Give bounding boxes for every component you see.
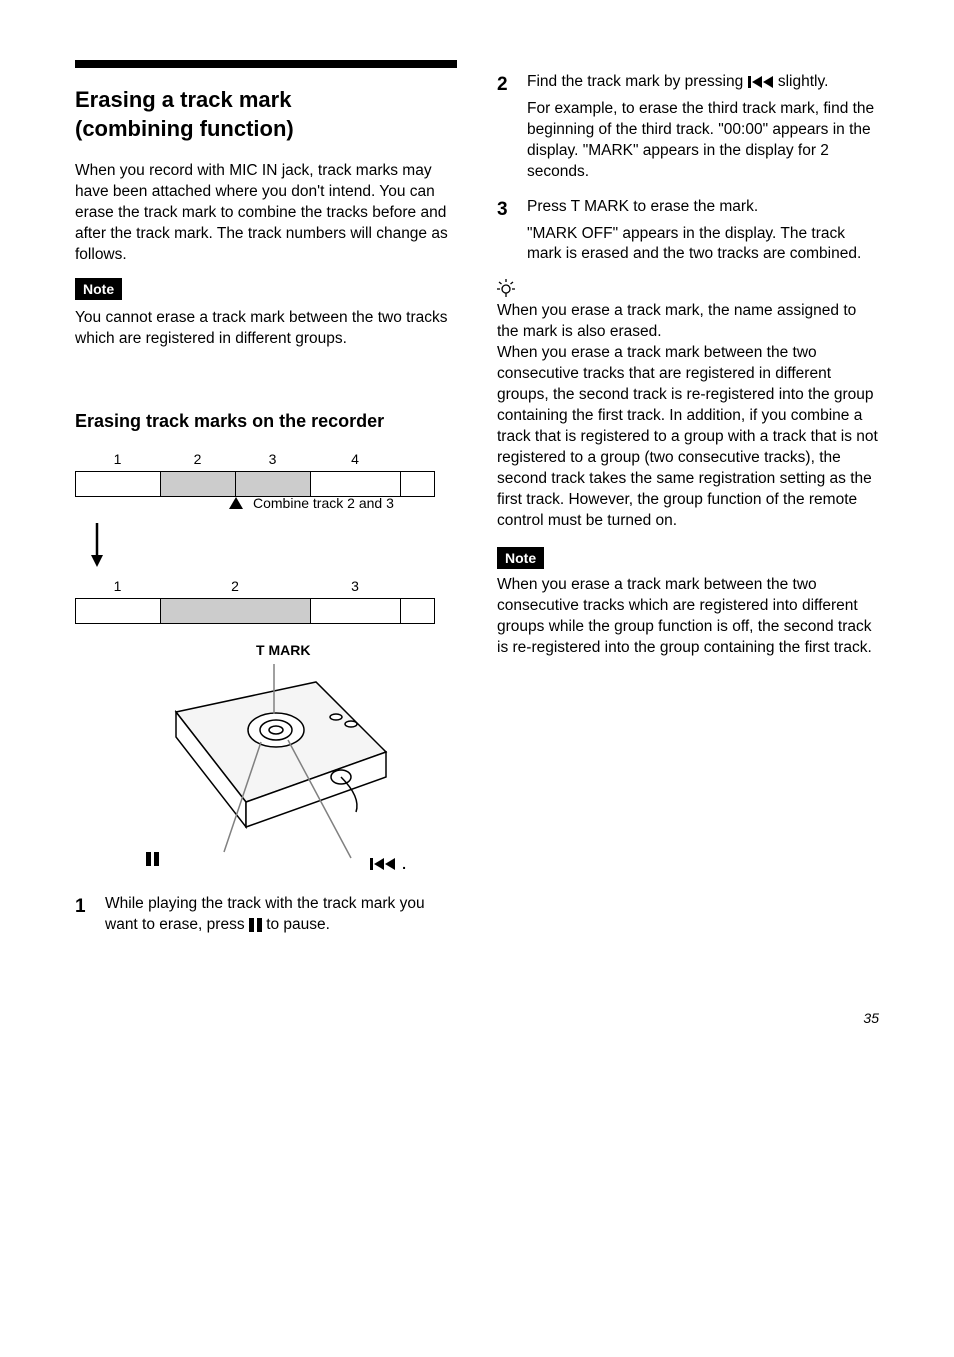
tip-block: When you erase a track mark, the name as… xyxy=(497,279,879,531)
track-bar-bottom xyxy=(75,598,435,624)
track-label: 1 xyxy=(75,578,160,594)
section-title-line: Erasing a track mark xyxy=(75,87,291,112)
note-badge: Note xyxy=(497,547,544,569)
note-block: Note xyxy=(497,547,879,569)
step-2: Find the track mark by pressing slightly… xyxy=(497,72,879,183)
track-label: 3 xyxy=(310,578,400,594)
note-text: When you erase a track mark between the … xyxy=(497,575,879,659)
step-subtext: For example, to erase the third track ma… xyxy=(527,99,879,183)
track-label: 1 xyxy=(75,451,160,467)
note-badge: Note xyxy=(75,278,122,300)
rewind-icon xyxy=(370,857,396,871)
section-rule xyxy=(75,60,457,68)
step-3: Press T MARK to erase the mark. "MARK OF… xyxy=(497,197,879,266)
track-bar-top xyxy=(75,471,435,497)
device-illustration: T MARK . xyxy=(126,642,406,882)
step-subtext: "MARK OFF" appears in the display. The t… xyxy=(527,224,879,266)
pause-icon xyxy=(249,918,262,932)
rewind-icon xyxy=(748,75,774,89)
tip-text: When you erase a track mark between the … xyxy=(497,344,878,528)
step-list-right: Find the track mark by pressing slightly… xyxy=(497,72,879,265)
step-text: While playing the track with the track m… xyxy=(105,895,425,933)
track-label: 4 xyxy=(310,451,400,467)
combine-label: Combine track 2 and 3 xyxy=(253,495,443,511)
track-label: 2 xyxy=(160,578,310,594)
rewind-label-text: . xyxy=(402,856,406,872)
track-label: 2 xyxy=(160,451,235,467)
step-text: Press T MARK to erase the mark. xyxy=(527,198,758,215)
intro-paragraph: When you record with MIC IN jack, track … xyxy=(75,161,457,266)
pointer-triangle-icon xyxy=(229,497,243,509)
step-text: slightly. xyxy=(778,73,829,90)
tmark-label: T MARK xyxy=(256,642,310,658)
section-title-line: (combining function) xyxy=(75,116,294,141)
subsection-title: Erasing track marks on the recorder xyxy=(75,410,457,433)
down-arrow-icon xyxy=(89,523,457,572)
page-number: 35 xyxy=(75,1010,879,1026)
step-list-left: While playing the track with the track m… xyxy=(75,894,457,936)
section-title: Erasing a track mark (combining function… xyxy=(75,86,457,143)
note-text: You cannot erase a track mark between th… xyxy=(75,308,457,350)
track-diagram: 1 2 3 4 Combine track 2 and 3 xyxy=(75,451,457,624)
pause-icon xyxy=(146,852,159,866)
step-text: to pause. xyxy=(266,916,330,933)
track-label: 3 xyxy=(235,451,310,467)
step-text: Find the track mark by pressing xyxy=(527,73,748,90)
rewind-label: . xyxy=(370,856,406,872)
tip-text: When you erase a track mark, the name as… xyxy=(497,302,856,340)
tip-icon xyxy=(497,279,515,297)
pause-label xyxy=(146,852,159,866)
step-1: While playing the track with the track m… xyxy=(75,894,457,936)
